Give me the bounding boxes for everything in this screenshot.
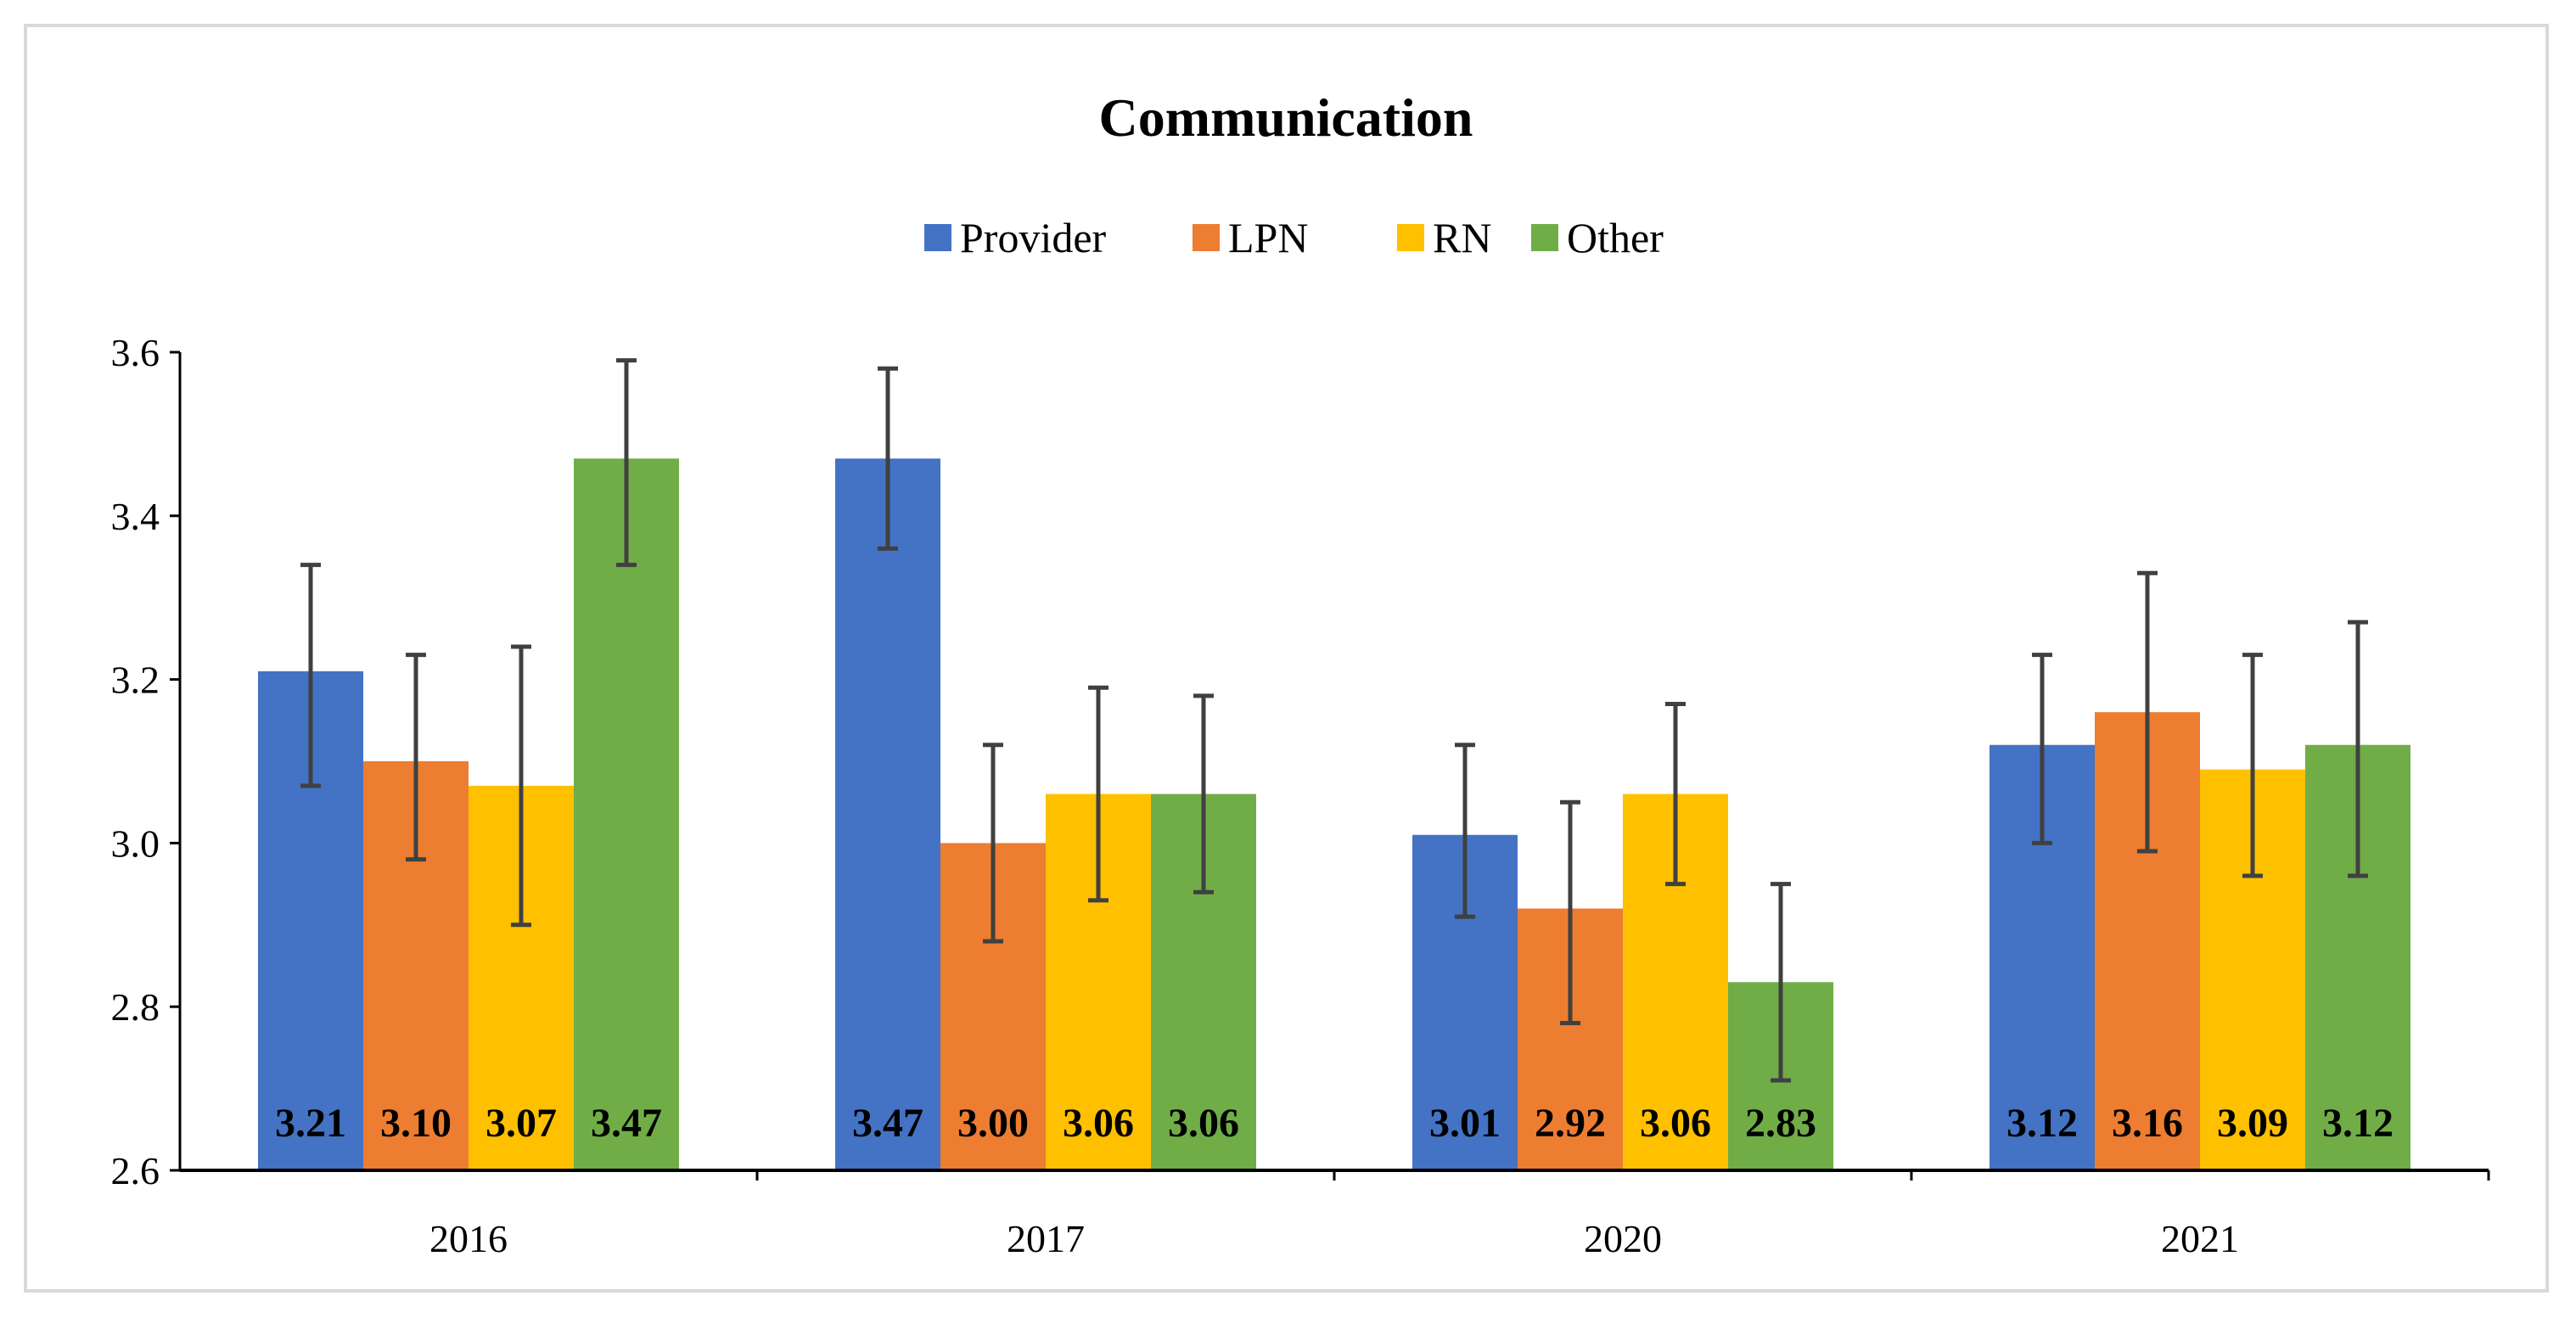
data-label-rn-2016: 3.07 [485, 1101, 557, 1146]
legend-swatch-provider [924, 224, 951, 251]
chart-title: Communication [1099, 87, 1473, 148]
y-tick-label-0: 2.6 [111, 1149, 160, 1192]
chart-frame: Communication Provider LPN RN Other 3.21 3.1… [24, 24, 2549, 1293]
legend-label-lpn: LPN [1228, 214, 1308, 261]
bar-other-2016 [574, 458, 679, 1170]
y-tick-label-2: 3.0 [111, 822, 160, 865]
data-label-lpn-2021: 3.16 [2112, 1101, 2183, 1146]
data-label-lpn-2017: 3.00 [957, 1101, 1029, 1146]
axes-group: 2016 2017 2020 2021 2.6 2.8 3.0 3.2 3.4 3.6 [111, 331, 2490, 1260]
chart-svg: Communication Provider LPN RN Other 3.21 3.1… [111, 87, 2490, 1260]
data-label-rn-2020: 3.06 [1640, 1101, 1711, 1146]
bar-provider-2017 [835, 458, 940, 1170]
legend-swatch-rn [1397, 224, 1424, 251]
legend-label-rn: RN [1433, 214, 1491, 261]
data-label-other-2020: 2.83 [1745, 1101, 1816, 1146]
legend-label-other: Other [1567, 214, 1664, 261]
data-label-other-2017: 3.06 [1168, 1101, 1239, 1146]
x-tick-label-2020: 2020 [1584, 1217, 1662, 1260]
x-tick-label-2017: 2017 [1007, 1217, 1085, 1260]
data-label-provider-2020: 3.01 [1429, 1101, 1501, 1146]
legend-swatch-lpn [1193, 224, 1220, 251]
legend-label-provider: Provider [960, 214, 1107, 261]
data-label-other-2021: 3.12 [2322, 1101, 2394, 1146]
legend: Provider LPN RN Other [924, 214, 1664, 261]
data-label-rn-2021: 3.09 [2217, 1101, 2288, 1146]
y-tick-label-3: 3.2 [111, 659, 160, 702]
bars-group [258, 458, 2410, 1170]
data-labels-group: 3.21 3.10 3.07 3.47 3.47 3.00 3.06 3.06 3.01 2.92… [275, 1101, 2394, 1146]
y-tick-label-1: 2.8 [111, 985, 160, 1029]
data-label-provider-2021: 3.12 [2006, 1101, 2078, 1146]
legend-swatch-other [1531, 224, 1558, 251]
y-tick-label-5: 3.6 [111, 331, 160, 374]
x-tick-label-2016: 2016 [429, 1217, 508, 1260]
y-tick-label-4: 3.4 [111, 495, 160, 538]
data-label-provider-2016: 3.21 [275, 1101, 346, 1146]
x-tick-label-2021: 2021 [2161, 1217, 2239, 1260]
data-label-lpn-2020: 2.92 [1535, 1101, 1606, 1146]
data-label-rn-2017: 3.06 [1063, 1101, 1134, 1146]
data-label-provider-2017: 3.47 [852, 1101, 923, 1146]
data-label-other-2016: 3.47 [591, 1101, 662, 1146]
data-label-lpn-2016: 3.10 [380, 1101, 452, 1146]
error-bars-group [300, 358, 2368, 1083]
